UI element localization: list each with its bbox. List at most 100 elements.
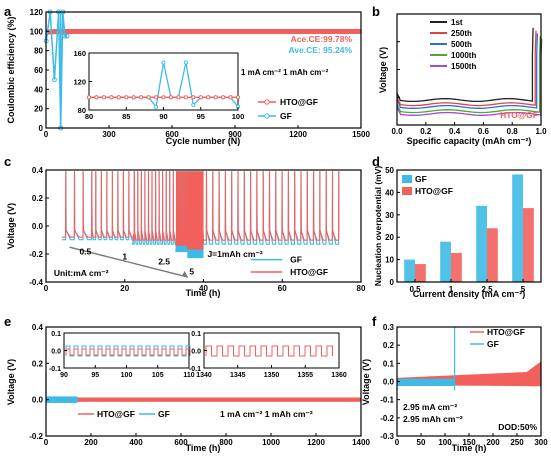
panel-f-ytick-label: -0.1 [380,396,394,405]
inset-gf-point [161,60,166,65]
legend-hto-marker [264,99,270,105]
panel-e-inset-right-xtick-label: 1345 [230,372,246,379]
panel-d-xtick-label: 1 [449,285,454,294]
series-cycle-250th [396,30,537,107]
panel-c-ann-1: 1 [122,252,127,262]
inset-hto-point [235,95,241,100]
panel-e-inset-left-xtick-label: 90 [60,372,68,379]
legend-gf-marker [264,113,270,119]
inset-hto-point [153,95,159,100]
legend-gf-swatch [402,175,412,183]
series-cycle-1000th [396,36,541,114]
panel-letter-e: e [4,314,11,329]
panel-e-inset-right-ytick-label: 0.0 [191,349,201,356]
panel-e-inset-right-trace [205,345,333,357]
panel-d-ytick-label: 0 [390,278,395,287]
inset-hto-point [146,95,151,100]
panel-f-xtick-label: 200 [486,438,500,447]
panel-e-inset-left-ytick-label: 0.1 [51,331,61,338]
panel-d-ytick-label: 40 [385,188,394,197]
panel-f-xlabel: Time (h) [452,443,487,453]
legend-gf-label: GF [487,339,499,349]
panel-a-xtick-label: 300 [102,130,116,139]
panel-a-xlabel: Cycle number (N) [166,136,241,146]
inset-hto-point [101,95,106,100]
panel-c-xlabel: Time (h) [186,288,221,298]
panel-c-xtick-label: 80 [357,284,366,293]
inset-hto-point [124,95,129,100]
panel-e-inset-right-xtick-label: 1340 [196,372,212,379]
panel-f-ytick-label: 0.2 [383,341,395,350]
legend-gf-label: GF [280,111,292,121]
inset-gf-point [191,102,196,107]
series-hto-gf [46,29,361,35]
panel-e-xtick-label: 800 [219,438,233,447]
panel-f-xtick-label: 300 [534,438,548,447]
inset-hto-point [139,95,144,100]
inset-hto-point [221,95,226,100]
panel-f-ytick-label: 0.3 [383,323,395,332]
series-gf-point [62,33,68,39]
panel-letter-a: a [4,4,12,19]
inset-hto-point [116,95,121,100]
panel-e-xtick-label: 400 [129,438,143,447]
panel-e-inset-left-xtick-label: 105 [152,372,164,379]
panel-e-inset-left-trace-hto [65,348,191,356]
panel-c-xtick-label: 60 [278,284,287,293]
panel-e-xlabel: Time (h) [186,443,221,453]
panel-b-xtick-label: 0.2 [420,127,432,136]
legend-hto-label: HTO@GF [280,97,318,107]
panel-a-xtick-label: 900 [228,130,242,139]
legend-label-250th: 250th [451,29,472,38]
panel-c-ytick-label: 0.0 [32,222,44,231]
panel-a-inset-ytick-label: 120 [73,78,86,87]
panel-b-xtick-label: 0.4 [449,127,461,136]
panel-d-xtick-label: 5 [521,285,526,294]
panel-b-xtick-label: 1.0 [535,127,547,136]
panel-a-xtick-label: 600 [165,130,179,139]
bar-HTO@GF-0.5 [415,264,426,282]
panel-f-ytick-label: 0.1 [383,359,395,368]
panel-e-ytick-label: 0.0 [32,396,44,405]
panel-e-inset-left-xtick-label: 110 [183,372,194,379]
series-gf-band [397,378,455,387]
series-gf [45,11,67,129]
legend-label-1500th: 1500th [451,62,476,71]
panel-c-ylabel: Voltage (V) [6,203,16,249]
panel-f-xtick-label: 50 [417,438,426,447]
inset-hto-point [228,95,233,100]
panel-letter-b: b [372,4,380,19]
inset-hto-point [176,95,181,100]
bar-HTO@GF-2.5 [487,228,498,282]
panel-c-xtick-label: 0 [44,284,49,293]
panel-a-xtick-label: 0 [44,130,49,139]
series-cycle-1500th [396,38,543,116]
panel-b-xtick-label: 0.0 [391,127,403,136]
panel-a-inset-xtick-label: 95 [197,112,205,121]
panel-e-ylabel: Voltage (V) [6,359,16,405]
panel-c-ann-unit: Unit:mA cm⁻² [54,268,109,278]
series-gf-point [51,77,57,83]
panel-c-ytick-label: 0.4 [32,166,44,175]
inset-hto-point [86,95,92,100]
panel-f-ylabel: Voltage (V) [361,359,371,405]
panel-b-annotation: HTO@GF [500,110,538,120]
panel-f-ann-capacity: 2.95 mAh cm⁻² [403,414,463,424]
inset-hto-point [94,95,99,100]
panel-f-xtick-label: 100 [438,438,452,447]
panel-a-ytick-label: 40 [34,85,43,94]
panel-a-ytick-label: 0 [39,124,44,133]
bar-GF-0.5 [404,259,415,282]
panel-a-ylabel: Coulombic efficiency (%) [6,16,16,123]
panel-d-ytick-label: 50 [385,166,394,175]
inset-gf-point [183,60,188,65]
series-gf-band [46,396,78,403]
panel-c-ann-5: 5 [189,267,194,277]
panel-c-ann-25: 2.5 [158,257,170,267]
panel-a-inset-ytick-label: 160 [73,49,86,58]
current-arrow-head [181,271,188,278]
panel-e-inset-right-xtick-label: 1350 [264,372,280,379]
series-hto-band [46,397,361,402]
panel-a-ytick-label: 80 [34,47,43,56]
legend-gf-label: GF [158,409,170,419]
